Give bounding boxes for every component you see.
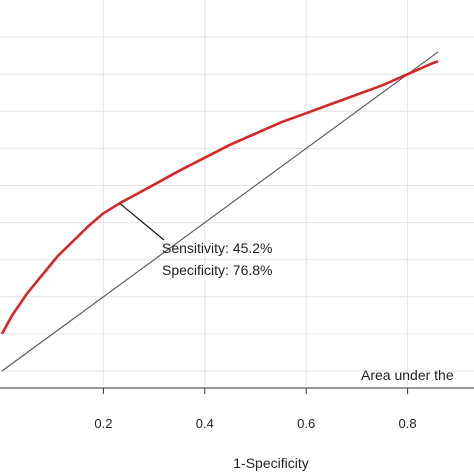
roc-curve-line xyxy=(0,59,439,335)
optimal-point-callout-line xyxy=(119,202,165,241)
reference-diagonal-line xyxy=(1,51,439,372)
auc-annotation: Area under the xyxy=(361,367,454,383)
x-tick-label: 0.4 xyxy=(196,416,214,431)
series-layer xyxy=(0,51,439,372)
x-tick-label: 0.6 xyxy=(297,416,315,431)
grid-lines xyxy=(0,0,474,386)
x-axis-ticks: 0.2 0.4 0.6 0.8 xyxy=(94,388,417,431)
x-axis-title: 1-Specificity xyxy=(233,455,308,471)
x-tick-label: 0.8 xyxy=(399,416,417,431)
specificity-annotation: Specificity: 76.8% xyxy=(162,262,273,278)
x-tick-label: 0.2 xyxy=(94,416,112,431)
sensitivity-annotation: Sensitivity: 45.2% xyxy=(162,240,273,256)
